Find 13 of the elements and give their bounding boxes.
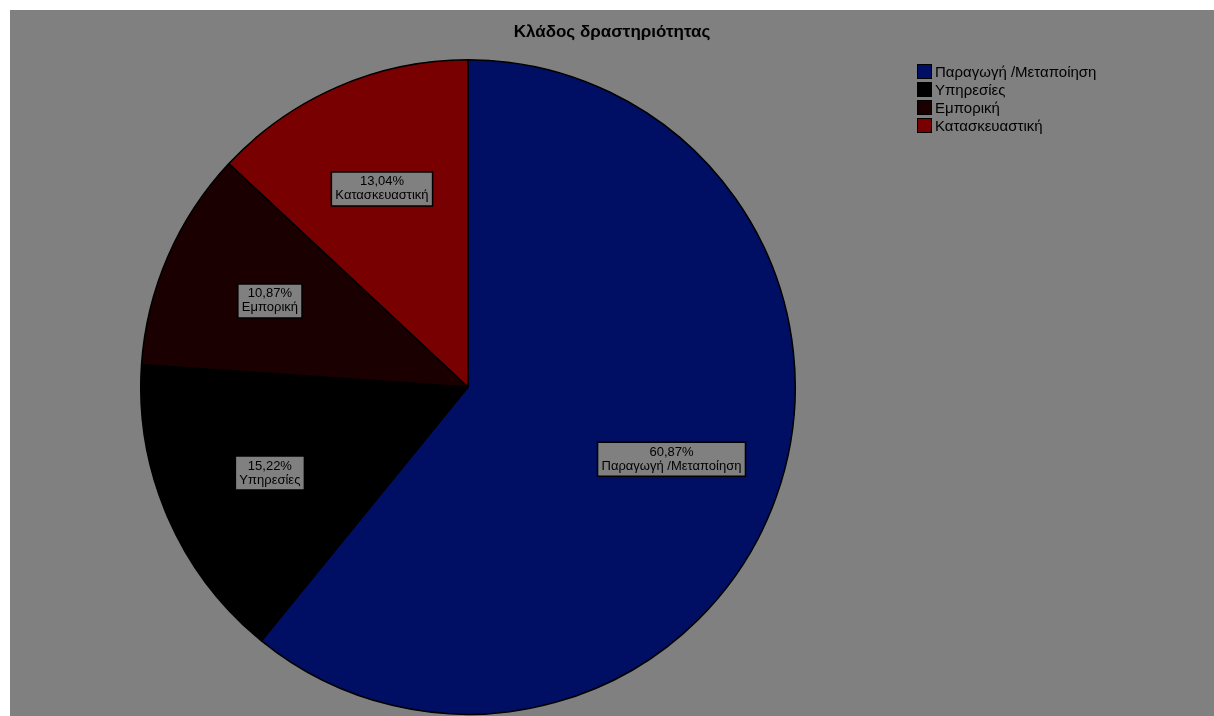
legend-label: Παραγωγή /Μεταποίηση — [935, 62, 1097, 80]
slice-label: Υπηρεσίες — [239, 471, 301, 487]
slice-label: Παραγωγή /Μεταποίηση — [601, 457, 742, 473]
data-label: 10,87% — [247, 285, 293, 301]
legend-label: Εμπορική — [935, 98, 1000, 116]
data-label: 13,04% — [359, 173, 405, 189]
data-label: 60,87% — [649, 443, 694, 459]
legend-label: Κατασκευαστική — [935, 116, 1043, 134]
chart-title: Κλάδος δραστηριότητας — [513, 21, 711, 41]
legend-label: Υπηρεσίες — [935, 80, 1006, 98]
slice-label: Κατασκευαστική — [335, 187, 429, 203]
data-label: 15,22% — [247, 457, 293, 473]
slice-label: Εμπορική — [241, 299, 299, 315]
